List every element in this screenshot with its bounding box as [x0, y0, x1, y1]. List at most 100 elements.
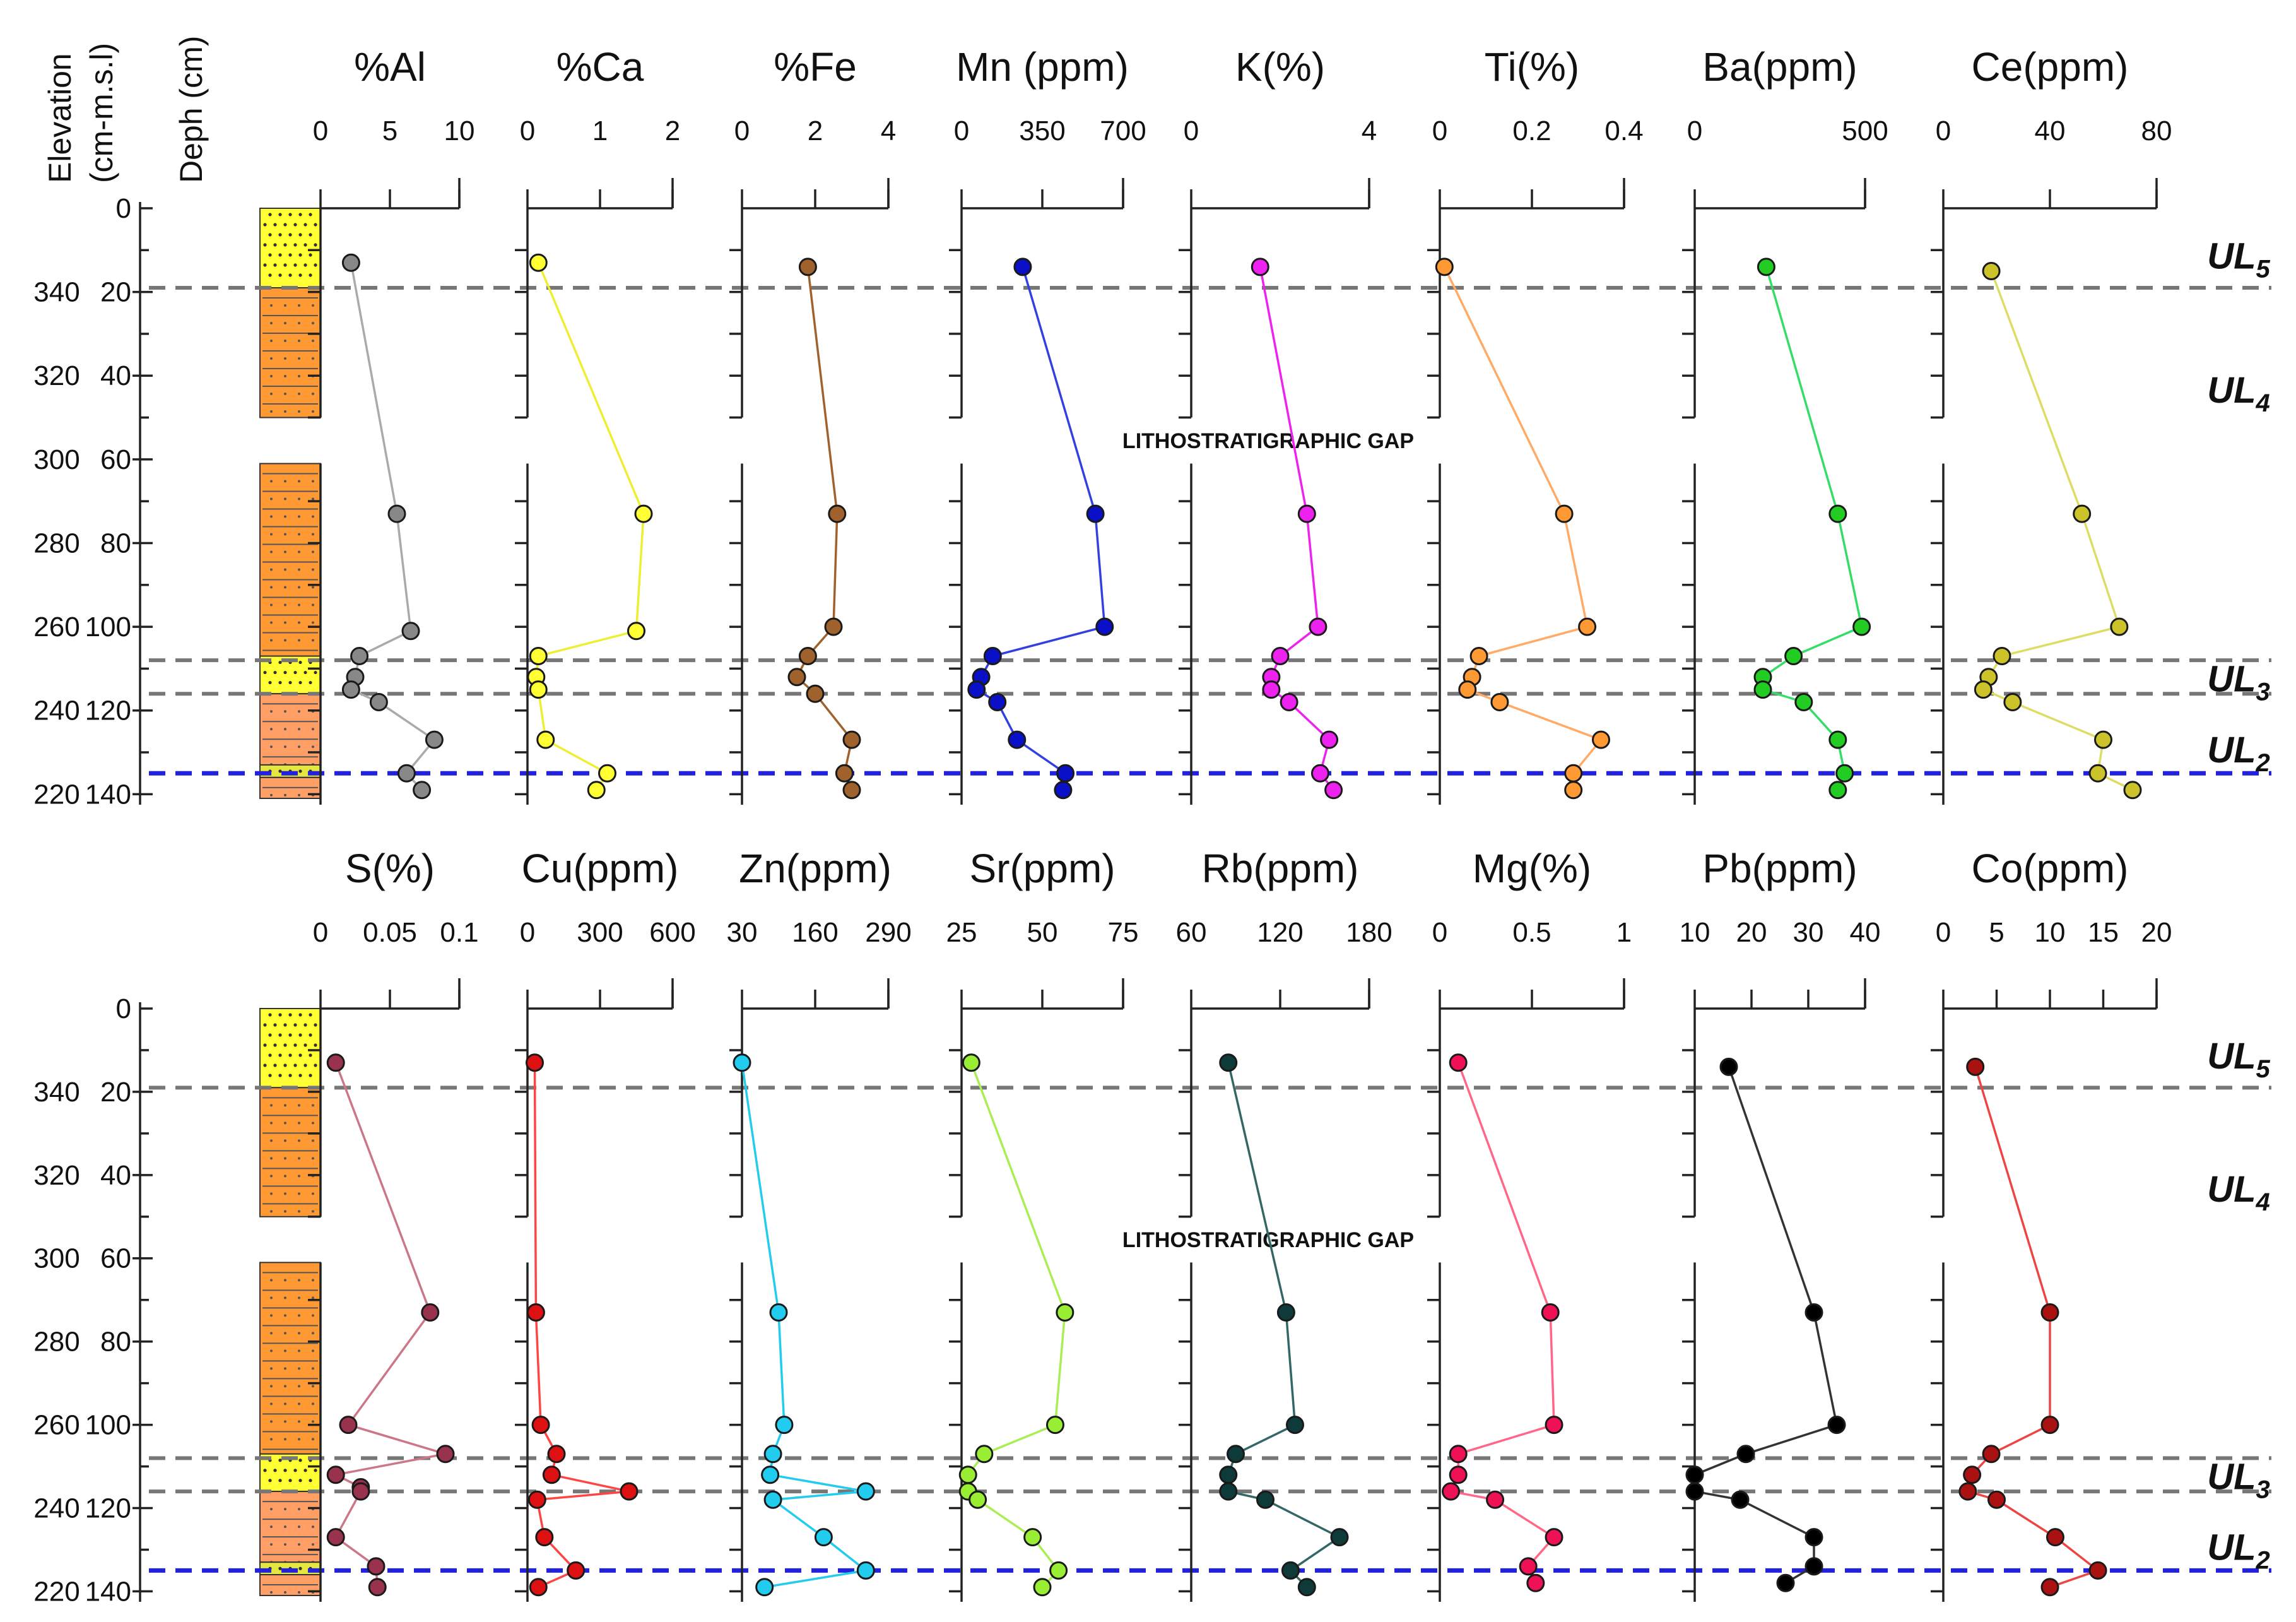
top-axis-tick-label: 350 [1019, 115, 1065, 146]
data-point [1056, 764, 1075, 783]
unit-label-base: UL [2207, 1456, 2256, 1497]
data-point [1095, 617, 1114, 636]
data-point [1486, 1490, 1505, 1509]
silt-dot [284, 392, 286, 395]
silt-dot [284, 1591, 286, 1594]
sand-dot [278, 273, 282, 277]
elevation-tick-label: 320 [33, 1160, 79, 1191]
silt-dot [298, 392, 300, 395]
data-point [1541, 1303, 1560, 1322]
data-point [1545, 1416, 1563, 1435]
sand-dot [314, 1023, 317, 1027]
sand-dot [263, 1043, 267, 1047]
data-point [1835, 764, 1854, 783]
silt-dot [284, 621, 286, 624]
data-point [1310, 764, 1329, 783]
silt-dot [270, 1543, 273, 1546]
elevation-tick-label: 300 [33, 1243, 79, 1274]
sand-dot [283, 243, 287, 247]
silt-dot [270, 392, 273, 395]
series-line [1259, 266, 1334, 791]
top-axis-tick-label: 5 [1989, 917, 2004, 948]
data-point [598, 764, 616, 783]
unit-label-base: UL [2207, 1036, 2256, 1077]
silt-dot [270, 1314, 273, 1317]
sand-dot [268, 273, 272, 277]
sand-dot [278, 1566, 282, 1570]
silt-dot [284, 1104, 286, 1107]
silt-dot [284, 1438, 286, 1441]
data-point [1449, 1465, 1468, 1484]
sand-dot [303, 263, 307, 267]
data-point [1297, 504, 1316, 523]
series-line [332, 1062, 446, 1587]
top-axis-tick-label: 2 [665, 115, 680, 146]
depth-tick-label: 0 [116, 993, 131, 1024]
elevation-tick-label: 240 [33, 1493, 79, 1524]
data-point [798, 647, 817, 666]
sand-dot [298, 213, 302, 216]
silt-dot [298, 1314, 300, 1317]
sand-dot [309, 1033, 312, 1037]
silt-dot [298, 1508, 300, 1511]
data-point [798, 258, 817, 276]
silt-dot [312, 1543, 314, 1546]
silt-dot [270, 1525, 273, 1529]
data-point [529, 1578, 548, 1597]
top-axis-tick-label: 0 [313, 917, 328, 948]
sand-dot [314, 223, 317, 227]
silt-dot [270, 621, 273, 624]
top-axis-tick-label: 0 [1432, 115, 1447, 146]
lithology-silty-clay [259, 287, 321, 418]
data-point [1049, 1561, 1068, 1580]
data-point [1054, 781, 1073, 800]
data-point [806, 684, 825, 703]
silt-dot [270, 586, 273, 589]
elevation-label: Elevation [42, 53, 78, 183]
sand-dot [278, 660, 282, 665]
sand-dot [293, 1043, 297, 1047]
silt-dot [270, 745, 273, 749]
silt-dot [270, 1192, 273, 1195]
silt-dot [298, 1192, 300, 1195]
sand-dot [268, 1053, 272, 1057]
top-axis-tick-label: 20 [2141, 917, 2172, 948]
depth-tick-label: 20 [100, 1077, 131, 1108]
sand-dot [278, 769, 282, 773]
sand-dot [283, 1063, 287, 1067]
sand-dot [268, 680, 272, 685]
silt-dot [270, 515, 273, 518]
top-axis-tick-label: 0.05 [363, 917, 417, 948]
sand-dot [298, 1074, 302, 1077]
silt-dot [312, 497, 314, 500]
silt-dot [312, 1420, 314, 1423]
sand-dot [273, 243, 277, 247]
silt-dot [284, 1122, 286, 1125]
data-point [627, 622, 645, 641]
data-point [1757, 258, 1775, 276]
sand-dot [288, 1479, 292, 1483]
silt-dot [312, 1438, 314, 1441]
data-point [529, 253, 548, 272]
data-point [2088, 1561, 2107, 1580]
silt-dot [270, 1385, 273, 1388]
silt-dot [284, 1367, 286, 1370]
unit-label-base: UL [2207, 236, 2256, 277]
sand-dot [278, 213, 282, 216]
data-point [1281, 1561, 1300, 1580]
data-point [1982, 1445, 2001, 1464]
data-point [1592, 730, 1610, 749]
data-point [761, 1465, 780, 1484]
sand-dot [303, 1043, 307, 1047]
sand-dot [309, 273, 312, 277]
unit-label-UL2: UL2 [2207, 730, 2270, 777]
silt-dot [312, 339, 314, 342]
sand-dot [309, 233, 312, 237]
data-point [634, 504, 653, 523]
panel-bappm: Ba(ppm)0 500 [1682, 44, 1888, 805]
unit-label-base: UL [2207, 1527, 2256, 1568]
lithostratigraphic-gap-label: LITHOSTRATIGRAPHIC GAP [1122, 429, 1414, 453]
panel-mnppm: Mn (ppm) 0 350 700 [949, 44, 1146, 805]
data-point [1963, 1465, 1982, 1484]
